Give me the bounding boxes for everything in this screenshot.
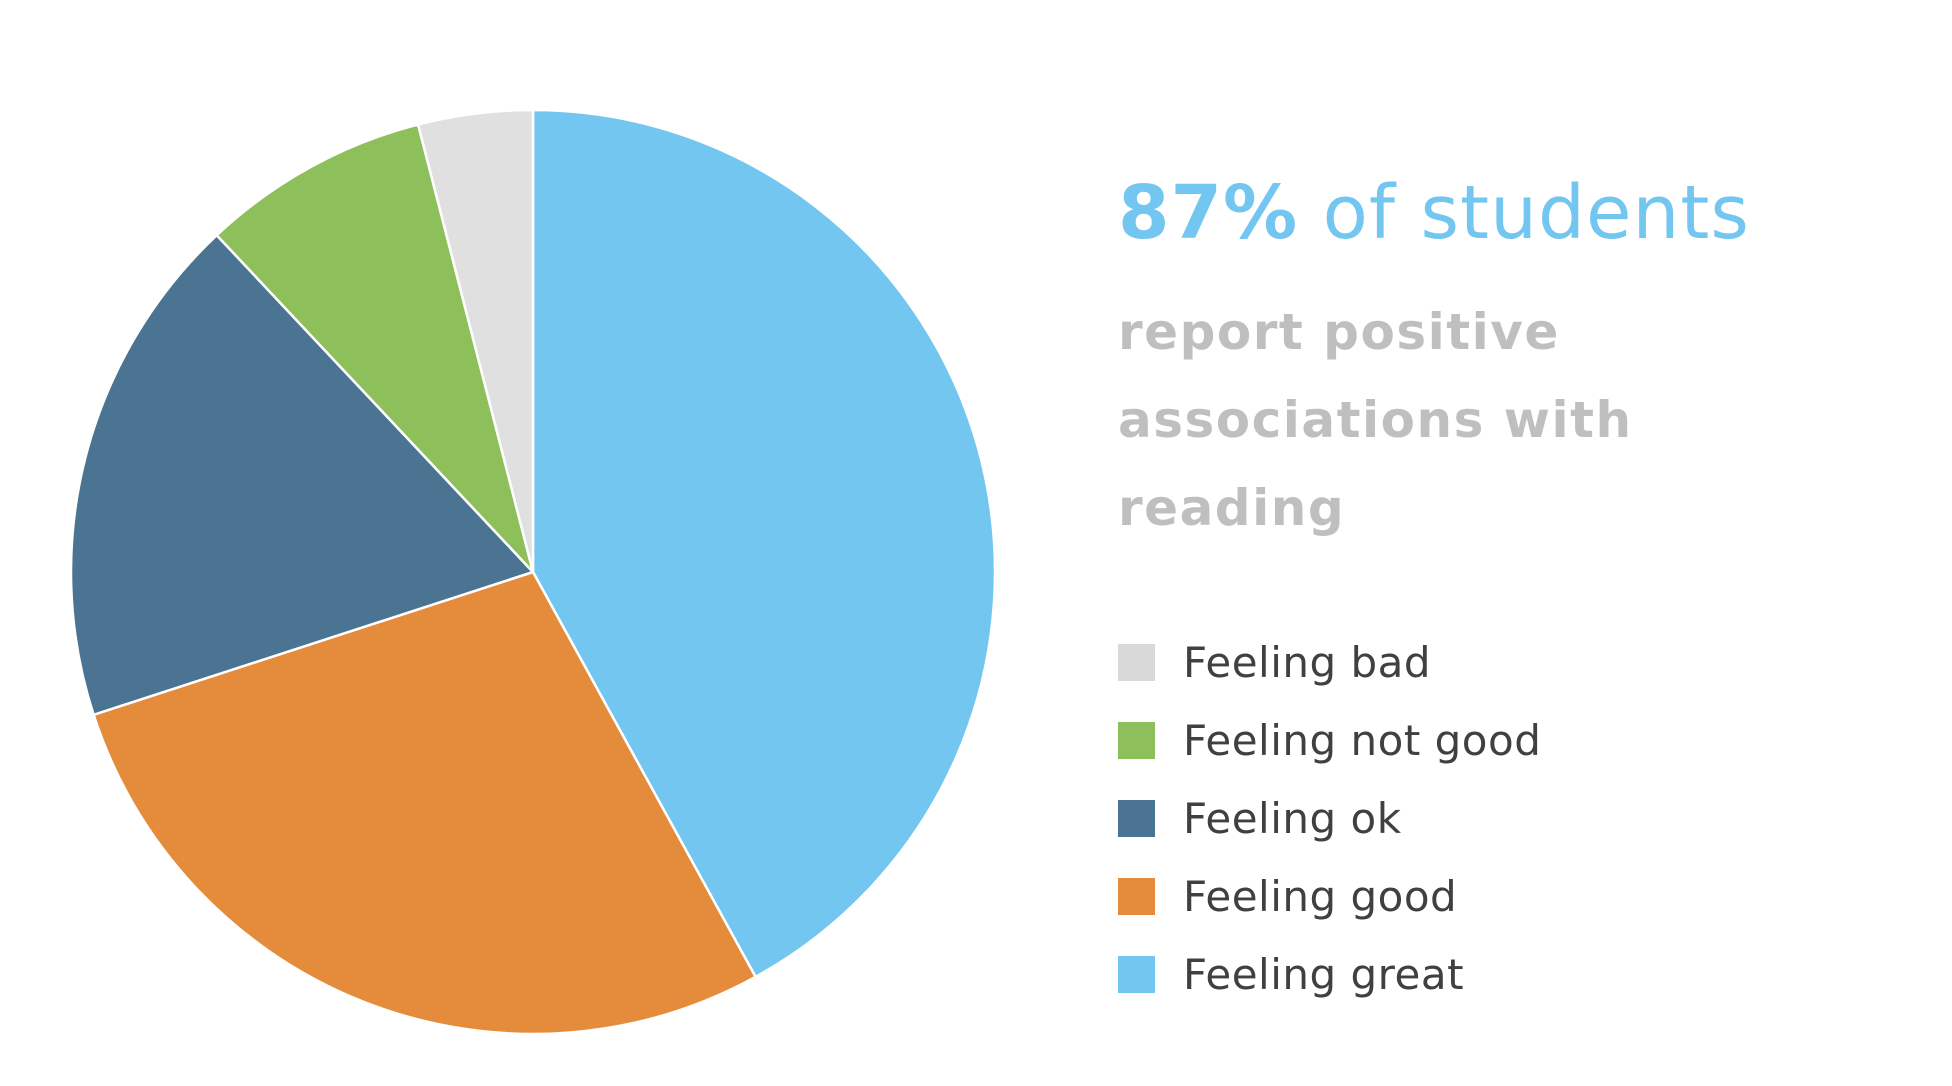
subheadline-line-2: associations with	[1118, 391, 1633, 449]
pie-slice-feeling-not-good	[215, 123, 535, 574]
legend-label-feeling-great: Feeling great	[1183, 949, 1465, 999]
legend-label-feeling-bad: Feeling bad	[1183, 637, 1432, 687]
legend-item-feeling-bad: Feeling bad	[1118, 623, 1541, 701]
pie-slice-feeling-bad	[416, 108, 535, 574]
legend-label-feeling-ok: Feeling ok	[1183, 793, 1402, 843]
legend: Feeling bad Feeling not good Feeling ok …	[1118, 623, 1541, 1013]
pie-slice-feeling-great	[531, 108, 997, 979]
legend-swatch-feeling-not-good	[1118, 721, 1155, 759]
legend-label-feeling-not-good: Feeling not good	[1183, 715, 1542, 765]
headline-percent: 87%	[1118, 170, 1299, 256]
subheadline: report positive associations with readin…	[1118, 288, 1818, 552]
pie-chart	[69, 108, 997, 1036]
headline: 87% of students	[1118, 168, 1750, 258]
legend-swatch-feeling-great	[1118, 955, 1155, 993]
legend-item-feeling-great: Feeling great	[1118, 935, 1541, 1013]
legend-swatch-feeling-bad	[1118, 643, 1155, 681]
legend-item-feeling-good: Feeling good	[1118, 857, 1541, 935]
pie-slice-feeling-good	[92, 570, 757, 1036]
legend-swatch-feeling-ok	[1118, 799, 1155, 837]
legend-item-feeling-ok: Feeling ok	[1118, 779, 1541, 857]
legend-label-feeling-good: Feeling good	[1183, 871, 1458, 921]
headline-text: of students	[1298, 170, 1750, 256]
legend-swatch-feeling-good	[1118, 877, 1155, 915]
pie-slice-feeling-ok	[69, 233, 535, 717]
subheadline-line-3: reading	[1118, 479, 1346, 537]
legend-item-feeling-not-good: Feeling not good	[1118, 701, 1541, 779]
subheadline-line-1: report positive	[1118, 303, 1560, 361]
